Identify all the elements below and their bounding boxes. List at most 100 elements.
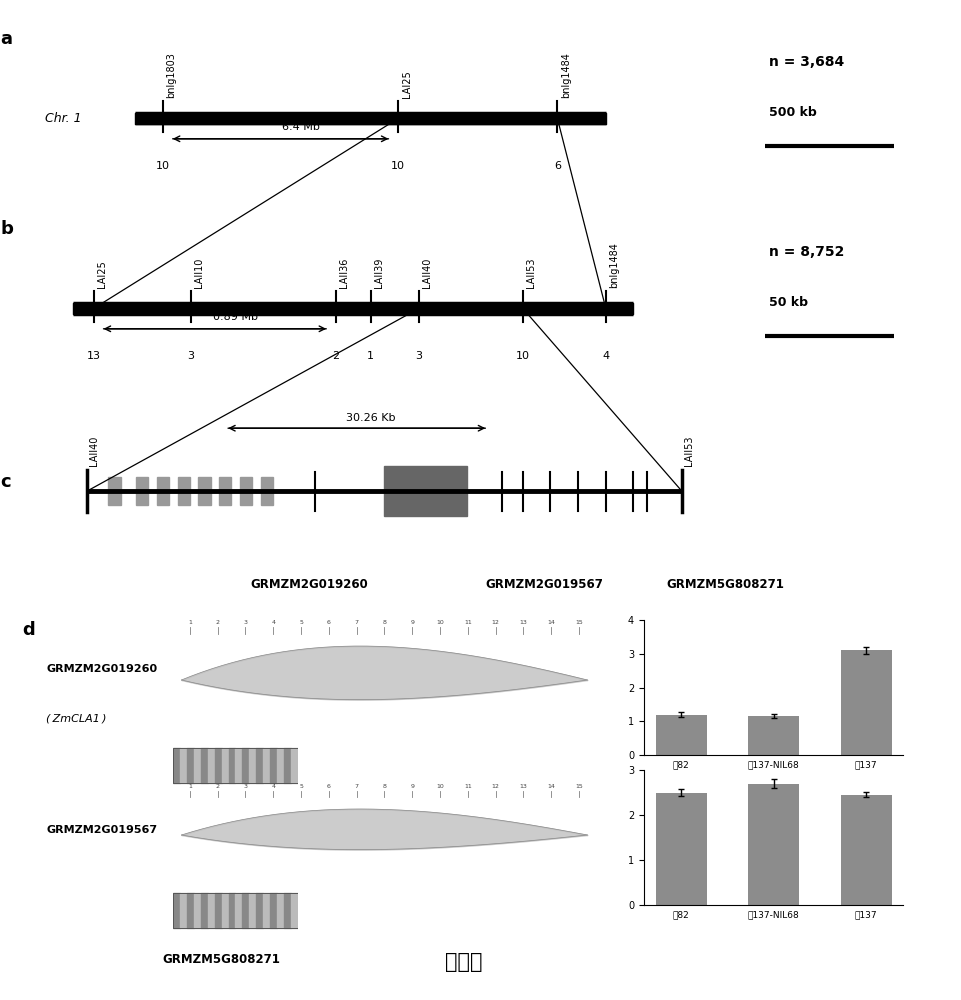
Text: 7: 7 (355, 784, 358, 789)
Text: LAII10: LAII10 (194, 258, 204, 288)
Bar (173, 892, 298, 928)
Text: 6.4 Mb: 6.4 Mb (283, 122, 320, 132)
Text: 30.26 Kb: 30.26 Kb (346, 413, 395, 423)
Bar (201, 892, 208, 928)
Text: ( ZmCLA1 ): ( ZmCLA1 ) (46, 714, 107, 724)
Bar (229, 892, 235, 928)
Bar (249, 892, 257, 928)
Text: 8: 8 (382, 784, 386, 789)
Text: 3: 3 (243, 620, 248, 625)
Text: GRMZM5G808271: GRMZM5G808271 (666, 578, 784, 591)
Text: a: a (0, 30, 12, 48)
Text: 50 kb: 50 kb (769, 296, 808, 310)
Bar (240, 477, 252, 505)
Text: 11: 11 (464, 784, 472, 789)
Bar (180, 748, 186, 782)
Text: 3: 3 (243, 784, 248, 789)
Bar (260, 477, 273, 505)
Text: 3: 3 (415, 351, 423, 361)
Text: GRMZM2G019260: GRMZM2G019260 (251, 578, 368, 591)
Text: 12: 12 (492, 784, 500, 789)
Text: 4: 4 (271, 620, 275, 625)
Bar (257, 892, 263, 928)
Bar (749, 716, 799, 755)
Text: 7: 7 (355, 620, 358, 625)
Text: 10: 10 (516, 351, 530, 361)
Bar (270, 892, 277, 928)
Bar (180, 892, 186, 928)
Bar (249, 748, 257, 782)
Text: 500 kb: 500 kb (769, 106, 817, 119)
Bar (201, 748, 208, 782)
Text: 1: 1 (188, 784, 192, 789)
Text: bnlg1484: bnlg1484 (609, 242, 619, 288)
Bar (214, 748, 222, 782)
Text: LAII36: LAII36 (339, 258, 350, 288)
Text: Chr. 1: Chr. 1 (45, 112, 82, 125)
Bar (270, 748, 277, 782)
Text: 13: 13 (519, 620, 528, 625)
Text: bnlg1803: bnlg1803 (166, 52, 177, 98)
Bar (157, 477, 169, 505)
Bar (242, 748, 249, 782)
Bar (186, 892, 194, 928)
Text: 4: 4 (271, 784, 275, 789)
Text: 2: 2 (215, 620, 220, 625)
Text: 10: 10 (436, 620, 444, 625)
Bar (291, 892, 298, 928)
Text: 10: 10 (436, 784, 444, 789)
Bar (173, 892, 180, 928)
Bar (284, 748, 291, 782)
Text: 12: 12 (492, 620, 500, 625)
Text: 14: 14 (547, 620, 555, 625)
Text: n = 3,684: n = 3,684 (769, 55, 844, 69)
Text: 6: 6 (327, 620, 331, 625)
Text: LAII39: LAII39 (374, 258, 384, 288)
Text: LAII40: LAII40 (89, 436, 99, 466)
Text: GRMZM2G019260: GRMZM2G019260 (46, 664, 158, 674)
Bar (173, 748, 298, 782)
Bar (655, 792, 706, 905)
Bar (291, 748, 298, 782)
Text: LAII53: LAII53 (527, 257, 536, 288)
Bar (194, 892, 201, 928)
Text: 2: 2 (215, 784, 220, 789)
Text: 11: 11 (464, 620, 472, 625)
Text: LAI25: LAI25 (402, 70, 411, 98)
Text: 8: 8 (382, 620, 386, 625)
Text: n = 8,752: n = 8,752 (769, 245, 844, 259)
Text: 14: 14 (547, 784, 555, 789)
Bar (841, 795, 892, 905)
Bar (257, 748, 263, 782)
Text: 3: 3 (187, 351, 194, 361)
Bar (749, 784, 799, 905)
Text: GRMZM5G808271: GRMZM5G808271 (162, 953, 280, 966)
Text: LAII40: LAII40 (423, 258, 432, 288)
Bar (277, 748, 284, 782)
Text: 2: 2 (333, 351, 339, 361)
Bar (263, 892, 270, 928)
Bar (263, 748, 270, 782)
Bar (208, 748, 214, 782)
Bar (655, 714, 706, 755)
Bar (222, 748, 229, 782)
Bar (214, 892, 222, 928)
Text: 6: 6 (327, 784, 331, 789)
Bar (136, 477, 148, 505)
Bar (222, 892, 229, 928)
Text: 5: 5 (299, 784, 303, 789)
Bar (109, 477, 121, 505)
Text: LAI25: LAI25 (97, 260, 108, 288)
Text: 9: 9 (410, 784, 414, 789)
Bar (208, 892, 214, 928)
Bar (173, 748, 180, 782)
Bar (235, 748, 242, 782)
Text: 10: 10 (156, 161, 170, 171)
Text: 10: 10 (391, 161, 406, 171)
Text: 1: 1 (188, 620, 192, 625)
Bar (186, 748, 194, 782)
Text: 15: 15 (575, 784, 582, 789)
Text: 6: 6 (554, 161, 561, 171)
Text: d: d (22, 621, 36, 639)
Text: 4: 4 (603, 351, 609, 361)
